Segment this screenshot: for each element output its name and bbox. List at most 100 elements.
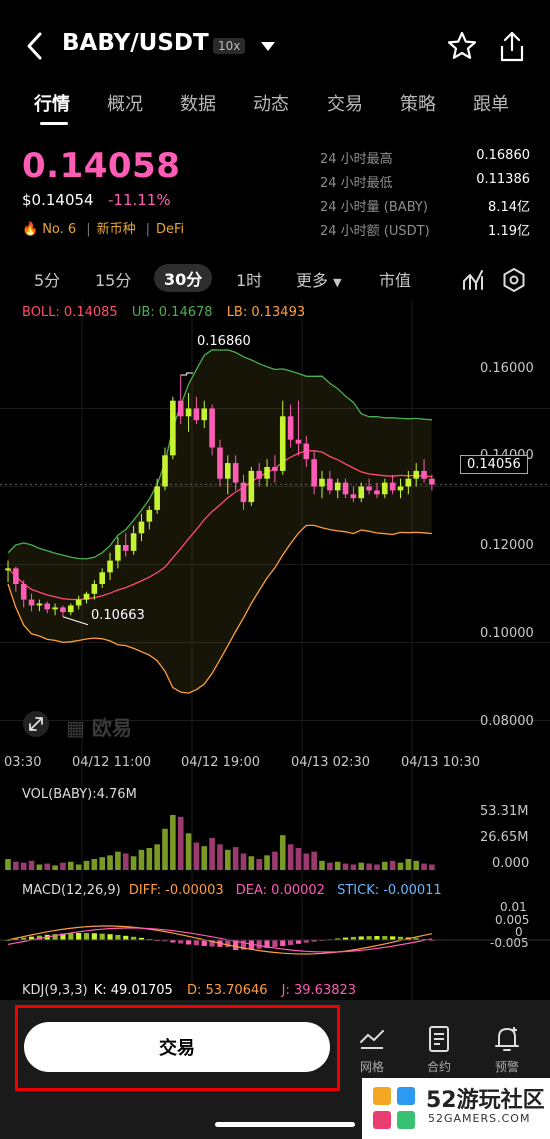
candle-body bbox=[232, 463, 239, 483]
settings-hexagon-icon[interactable] bbox=[501, 267, 527, 293]
dropdown-triangle-icon: ▼ bbox=[333, 276, 342, 289]
alert-button[interactable]: 预警 bbox=[482, 1024, 532, 1075]
volume-bar bbox=[295, 848, 302, 870]
interval-15m[interactable]: 15分 bbox=[95, 271, 132, 290]
volume-bar bbox=[421, 863, 427, 870]
volume-bar bbox=[413, 860, 419, 870]
dropdown-triangle-icon[interactable] bbox=[258, 38, 278, 54]
volume-bar bbox=[287, 844, 294, 870]
pair-title[interactable]: BABY/USDT bbox=[62, 30, 209, 56]
tab-strategy[interactable]: 策略 bbox=[400, 94, 436, 115]
tab-overview[interactable]: 概况 bbox=[107, 94, 143, 115]
tab-news[interactable]: 动态 bbox=[253, 94, 289, 115]
interval-more[interactable]: 更多 ▼ bbox=[296, 267, 342, 291]
macd-diff-line bbox=[7, 925, 433, 955]
volume-bar bbox=[272, 851, 278, 870]
indicator-icon[interactable] bbox=[460, 267, 486, 293]
candle-body bbox=[91, 584, 98, 594]
volume-bar bbox=[177, 816, 184, 870]
macd-bar bbox=[256, 940, 262, 949]
rank-tag[interactable]: No. 6 bbox=[42, 222, 77, 237]
share-icon[interactable] bbox=[496, 30, 528, 64]
candle-body bbox=[201, 408, 208, 421]
candle-body bbox=[122, 545, 129, 551]
defi-tag[interactable]: DeFi bbox=[155, 222, 185, 237]
macd-bar bbox=[28, 936, 35, 940]
macd-bar bbox=[374, 936, 380, 940]
candle-body bbox=[421, 470, 427, 479]
interval-30m[interactable]: 30分 bbox=[154, 264, 213, 292]
volume-bar bbox=[264, 855, 270, 870]
contract-doc-icon bbox=[429, 1026, 449, 1052]
macd-bar bbox=[52, 934, 58, 940]
volume-bar bbox=[389, 860, 396, 870]
tab-trade[interactable]: 交易 bbox=[327, 94, 363, 115]
macd-bar bbox=[311, 940, 317, 942]
tab-market[interactable]: 行情 bbox=[34, 94, 70, 115]
macd-bar bbox=[413, 938, 419, 940]
interval-1h[interactable]: 1时 bbox=[236, 271, 263, 290]
volume-bar bbox=[366, 863, 372, 870]
new-coin-tag[interactable]: 新币种 bbox=[96, 222, 136, 237]
kline-chart[interactable] bbox=[0, 300, 550, 1000]
high-marker-label: 0.16860 bbox=[197, 334, 251, 349]
stat-value: 1.19亿 bbox=[488, 224, 530, 239]
back-arrow-icon[interactable] bbox=[22, 30, 50, 62]
candle-body bbox=[279, 416, 286, 471]
volume-bar bbox=[170, 815, 176, 870]
stat-row: 24 小时最低 0.11386 bbox=[320, 172, 530, 196]
volume-bar bbox=[91, 859, 98, 870]
volume-bar bbox=[60, 862, 66, 870]
current-price-tag: 0.14056 bbox=[460, 455, 528, 474]
contract-button[interactable]: 合约 bbox=[414, 1024, 464, 1075]
volume-bar bbox=[327, 862, 333, 870]
expand-icon[interactable] bbox=[22, 710, 50, 738]
x-tick: 04/13 02:30 bbox=[291, 755, 371, 770]
volume-bar bbox=[28, 860, 35, 870]
kdj-k: K: 49.01705 bbox=[93, 983, 173, 998]
y-tick: 0.16000 bbox=[480, 361, 534, 376]
volume-bar bbox=[397, 862, 404, 870]
volume-bar bbox=[209, 837, 215, 870]
macd-tick: 0.005 bbox=[495, 913, 530, 927]
kdj-j: J: 39.63823 bbox=[281, 983, 357, 998]
low-marker-label: 0.10663 bbox=[91, 608, 145, 623]
candle-body bbox=[13, 568, 19, 584]
tab-data[interactable]: 数据 bbox=[180, 94, 216, 115]
interval-bar: 5分 15分 30分 1时 更多 ▼ 市值 bbox=[0, 262, 550, 296]
volume-bar bbox=[405, 859, 412, 870]
candle-body bbox=[193, 408, 200, 421]
vol-tick: 26.65M bbox=[480, 830, 529, 845]
candle-body bbox=[209, 408, 215, 448]
trade-button[interactable]: 交易 bbox=[24, 1022, 330, 1072]
macd-bar bbox=[13, 938, 19, 940]
volume-bar bbox=[185, 833, 192, 870]
macd-bar bbox=[178, 940, 184, 944]
candle-body bbox=[319, 478, 325, 487]
candle-body bbox=[217, 447, 223, 479]
macd-bar bbox=[21, 937, 27, 940]
grid-button[interactable]: 网格 bbox=[347, 1024, 397, 1075]
volume-bar bbox=[154, 844, 160, 870]
kdj-legend: KDJ(9,3,3) K: 49.01705 D: 53.70646 J: 39… bbox=[22, 983, 356, 998]
macd-tick: 0.01 bbox=[500, 900, 527, 914]
macd-bar bbox=[83, 933, 90, 940]
y-tick: 0.08000 bbox=[480, 714, 534, 729]
candle-body bbox=[107, 560, 113, 573]
macd-legend: MACD(12,26,9) DIFF: -0.00003 DEA: 0.0000… bbox=[22, 883, 442, 898]
volume-bar bbox=[256, 859, 262, 870]
volume-bar bbox=[232, 847, 239, 870]
stat-label: 24 小时最低 bbox=[320, 176, 393, 191]
macd-bar bbox=[382, 936, 388, 940]
alert-label: 预警 bbox=[494, 1060, 519, 1074]
macd-bar bbox=[123, 935, 129, 940]
tab-copytrade[interactable]: 跟单 bbox=[473, 94, 509, 115]
vol-tick: 0.000 bbox=[492, 856, 530, 871]
interval-5m[interactable]: 5分 bbox=[34, 271, 61, 290]
macd-bar bbox=[68, 933, 74, 940]
boll-lower-line bbox=[7, 524, 432, 694]
coin-tags: 🔥 No. 6 | 新币种 | DeFi bbox=[22, 222, 185, 237]
favorite-star-icon[interactable] bbox=[446, 30, 478, 62]
grid-chart-icon bbox=[360, 1030, 384, 1049]
market-cap-toggle[interactable]: 市值 bbox=[379, 271, 412, 290]
